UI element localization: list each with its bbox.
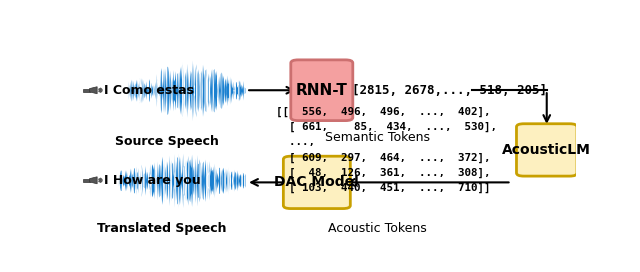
Polygon shape — [90, 87, 97, 94]
Text: [ 609,  297,  464,  ...,  372],: [ 609, 297, 464, ..., 372], — [276, 152, 490, 163]
FancyBboxPatch shape — [83, 179, 90, 182]
Text: Source Speech: Source Speech — [115, 135, 219, 148]
FancyBboxPatch shape — [284, 156, 350, 209]
Text: Acoustic Tokens: Acoustic Tokens — [328, 222, 427, 235]
FancyBboxPatch shape — [291, 60, 353, 120]
Text: [2815, 2678,..., 518, 205]: [2815, 2678,..., 518, 205] — [352, 84, 547, 97]
Text: RNN-T: RNN-T — [296, 83, 348, 98]
Text: DAC Model: DAC Model — [275, 175, 359, 189]
FancyBboxPatch shape — [516, 124, 577, 176]
Text: ...,: ..., — [276, 137, 315, 147]
Text: [[  556,  496,  496,  ...,  402],: [[ 556, 496, 496, ..., 402], — [276, 107, 490, 117]
Polygon shape — [90, 177, 97, 184]
Text: [ 661,    85,  434,  ...,  530],: [ 661, 85, 434, ..., 530], — [276, 122, 497, 132]
Text: I How are you: I How are you — [104, 174, 200, 187]
Text: AcousticLM: AcousticLM — [502, 143, 591, 157]
Text: Translated Speech: Translated Speech — [97, 222, 227, 235]
Text: [ 103,  440,  451,  ...,  710]]: [ 103, 440, 451, ..., 710]] — [276, 183, 490, 193]
FancyBboxPatch shape — [83, 89, 90, 92]
Text: Semantic Tokens: Semantic Tokens — [325, 131, 430, 144]
Text: [  48,  126,  361,  ...,  308],: [ 48, 126, 361, ..., 308], — [276, 168, 490, 178]
Text: I Como estas: I Como estas — [104, 84, 194, 97]
